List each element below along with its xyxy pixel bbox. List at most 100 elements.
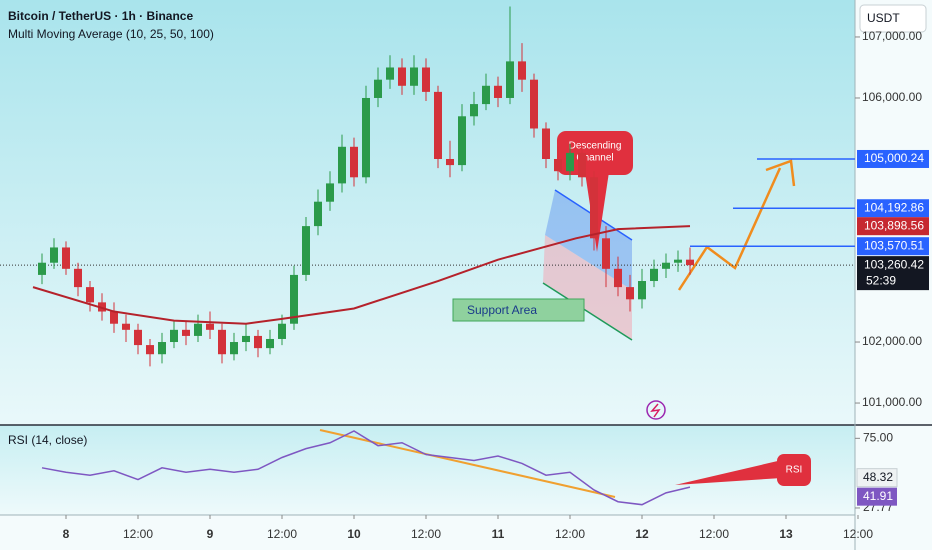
candle-body [146, 345, 154, 355]
candle-body [158, 342, 166, 355]
candle-body [218, 329, 226, 355]
level-box [857, 149, 929, 168]
candle-body [50, 247, 58, 263]
candle-body [170, 329, 178, 343]
candle-body [662, 262, 670, 269]
candle-body [674, 259, 682, 263]
candle-body [338, 146, 346, 184]
candle-body [542, 128, 550, 159]
y-tick-label: 102,000.00 [862, 334, 922, 348]
callout-box [557, 131, 633, 175]
channel-line [542, 282, 633, 341]
level-label: 104,192.86 [864, 200, 924, 214]
level-box [857, 237, 929, 256]
indicator: Multi Moving Average (10, 25, 50, 100) [8, 27, 214, 41]
candle-body [278, 323, 286, 339]
candle-body [110, 311, 118, 324]
current-price-box [857, 256, 929, 291]
rsi-ma-box [856, 468, 898, 488]
candle-body [518, 61, 526, 80]
rsi-pane [0, 425, 855, 515]
candle-body [410, 67, 418, 86]
candle-body [494, 85, 502, 98]
candle-body [590, 177, 598, 239]
channel-upper [545, 190, 632, 290]
candle-body [506, 61, 514, 98]
icon [646, 400, 666, 420]
candle-body [266, 338, 274, 349]
candle-body [206, 323, 214, 330]
y-tick-label: 107,000.00 [862, 29, 922, 43]
candle-body [650, 268, 658, 282]
rsi-line [41, 430, 691, 506]
time-axis [0, 515, 855, 550]
level-label: 103,570.51 [864, 238, 924, 252]
candle-body [242, 335, 250, 343]
candle-body [374, 79, 382, 98]
candle-body [638, 281, 646, 300]
rsi-callout [777, 454, 811, 486]
candle-body [86, 287, 94, 303]
candle-body [446, 158, 454, 166]
rsi-ma-label: 48.32 [863, 470, 893, 484]
candle-body [614, 268, 622, 288]
support-label: Support Area [467, 303, 537, 317]
candle-body [194, 323, 202, 336]
candle-body [530, 79, 538, 129]
candle-body [38, 262, 46, 275]
y-tick-label: 106,000.00 [862, 90, 922, 104]
candle-body [482, 85, 490, 105]
candle-body [182, 329, 190, 336]
candle-body [626, 287, 634, 300]
candle-body [314, 201, 322, 227]
channel-lower [543, 235, 632, 340]
candle-body [686, 259, 694, 266]
x-tick-label: 11 [492, 527, 505, 541]
candle-body [254, 335, 262, 349]
x-tick-label: 12:00 [411, 527, 441, 541]
candle-body [302, 226, 310, 275]
countdown: 52:39 [866, 273, 896, 287]
level-label: 103,898.56 [864, 218, 924, 232]
support-box [452, 298, 585, 322]
candle-body [350, 146, 358, 178]
candle-body [362, 97, 370, 178]
x-tick-label: 12:00 [267, 527, 297, 541]
currency-button[interactable] [859, 4, 927, 33]
candle-body [386, 67, 394, 80]
callout-text: Channel [576, 153, 613, 164]
main-pane [0, 0, 855, 425]
candle-body [578, 152, 586, 178]
candle-body [74, 268, 82, 288]
x-tick-label: 12:00 [699, 527, 729, 541]
current-price-label: 103,260.42 [864, 257, 924, 271]
candle-body [230, 342, 238, 355]
rsi-value-box [857, 487, 897, 506]
level-label: 105,000.24 [864, 151, 924, 165]
level-box [857, 199, 929, 218]
candle-body [326, 183, 334, 202]
candle-body [122, 323, 130, 330]
x-tick-label: 9 [207, 527, 214, 541]
x-tick-label: 12:00 [123, 527, 153, 541]
rsi-callout-text: RSI [786, 465, 803, 476]
x-tick-label: 10 [347, 527, 361, 541]
title: Bitcoin / TetherUS · 1h · Binance [8, 9, 193, 23]
rsi-value-label: 41.91 [863, 489, 893, 503]
candle-body [434, 91, 442, 159]
projection-arrow [677, 167, 782, 291]
x-tick-label: 12:00 [555, 527, 585, 541]
plot: 107,000.00 106,000.00 102,000.00 101,000.00… [0, 6, 929, 541]
rsi-pointer [675, 460, 782, 485]
candle-body [602, 238, 610, 269]
candle-body [134, 329, 142, 346]
y-tick-label: 101,000.00 [862, 395, 922, 409]
candle-body [422, 67, 430, 92]
x-tick-label: 12 [635, 527, 649, 541]
callout-text: Descending [569, 141, 622, 152]
arrow-head [765, 159, 796, 187]
currency-label: USDT [867, 11, 900, 25]
level-box [857, 217, 929, 236]
rsi-title: RSI (14, close) [8, 433, 87, 447]
